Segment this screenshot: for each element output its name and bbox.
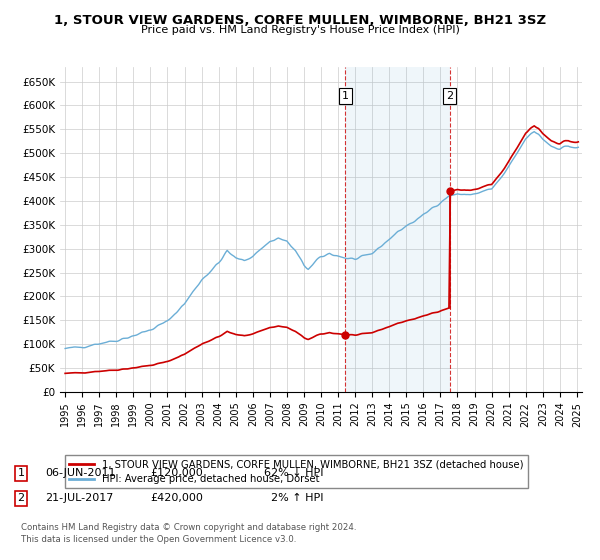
Text: 1: 1 [17, 468, 25, 478]
Text: 21-JUL-2017: 21-JUL-2017 [45, 493, 113, 503]
Text: 06-JUN-2011: 06-JUN-2011 [45, 468, 115, 478]
Text: £420,000: £420,000 [150, 493, 203, 503]
Text: 2: 2 [17, 493, 25, 503]
Text: Contains HM Land Registry data © Crown copyright and database right 2024.
This d: Contains HM Land Registry data © Crown c… [21, 522, 356, 544]
Text: 2: 2 [446, 91, 454, 101]
Legend: 1, STOUR VIEW GARDENS, CORFE MULLEN, WIMBORNE, BH21 3SZ (detached house), HPI: A: 1, STOUR VIEW GARDENS, CORFE MULLEN, WIM… [65, 455, 527, 488]
Text: 62% ↓ HPI: 62% ↓ HPI [264, 468, 323, 478]
Bar [346, 67, 450, 392]
Text: 1: 1 [342, 91, 349, 101]
Text: Price paid vs. HM Land Registry's House Price Index (HPI): Price paid vs. HM Land Registry's House … [140, 25, 460, 35]
Text: 2% ↑ HPI: 2% ↑ HPI [264, 493, 323, 503]
Text: 1, STOUR VIEW GARDENS, CORFE MULLEN, WIMBORNE, BH21 3SZ: 1, STOUR VIEW GARDENS, CORFE MULLEN, WIM… [54, 14, 546, 27]
Text: £120,000: £120,000 [150, 468, 203, 478]
